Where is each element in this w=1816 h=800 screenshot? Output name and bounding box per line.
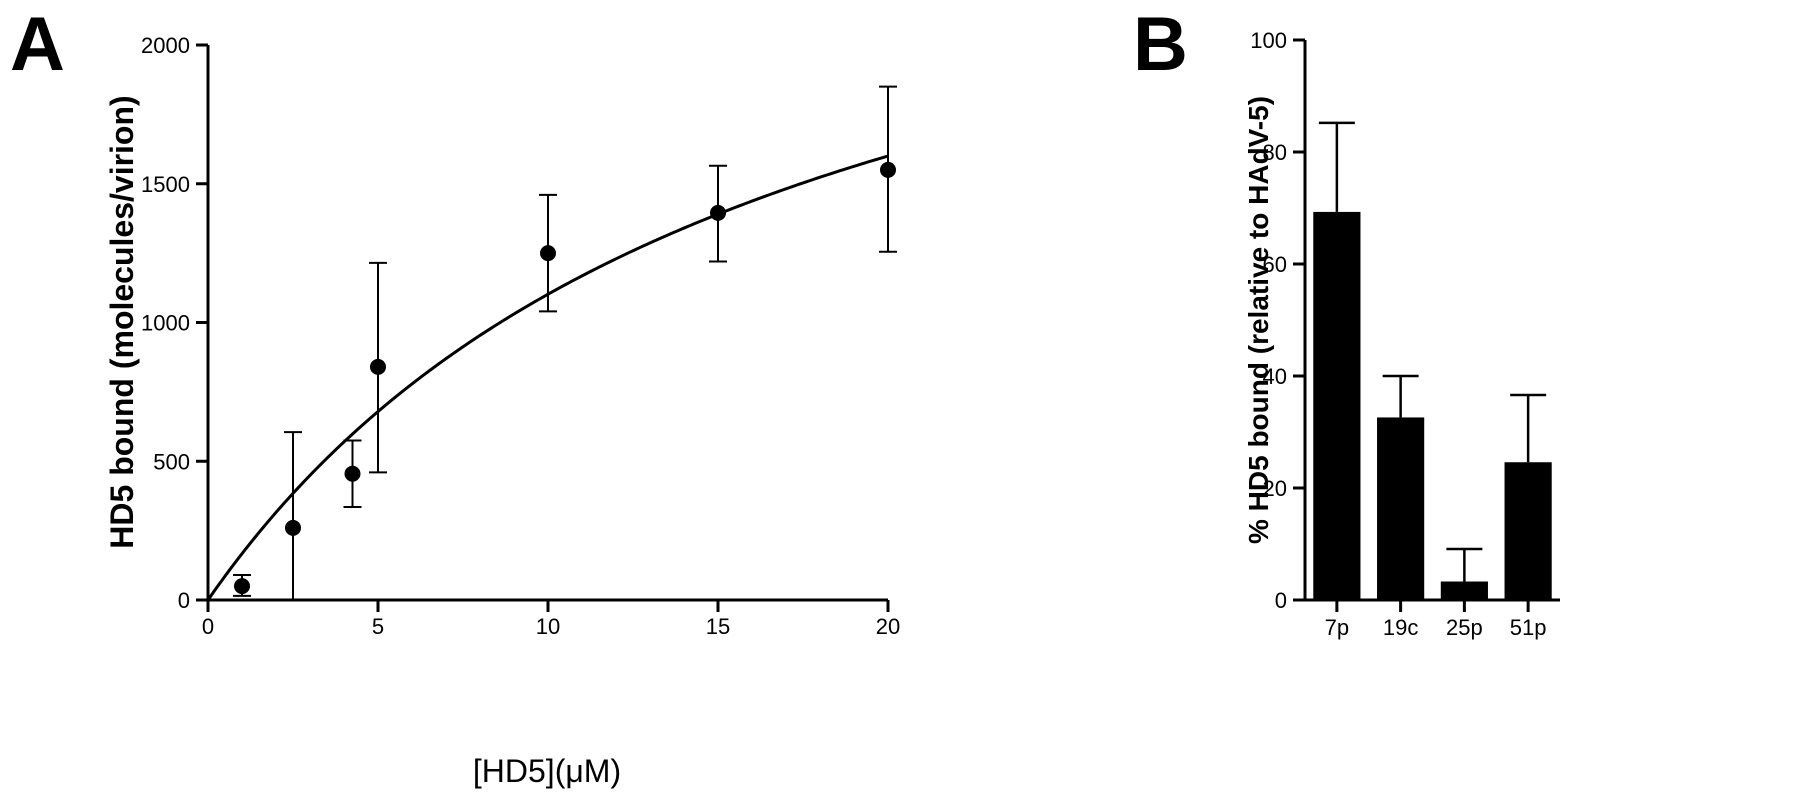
panel-a-chart: A 0 500 1000 1500 2000 0 5 10 15 20 [HD5](μM) HD… [10,2,900,789]
panel-b-label: B [1133,2,1188,87]
panel-a-label: A [10,2,65,87]
panel-a-x-tick-label: 10 [536,614,560,639]
panel-b-x-tick-label: 51p [1510,615,1547,640]
panel-a-data-point [709,164,727,263]
panel-a-y-ticks: 0 500 1000 1500 2000 [141,33,208,613]
panel-b-bar [1504,462,1552,600]
panel-a-point-marker [285,519,301,536]
panel-a-point-marker [344,465,361,482]
panel-a-data-point [343,439,362,509]
panel-b-y-tick-label: 20 [1263,476,1287,501]
panel-a-data-point [539,193,557,313]
panel-a-data-point [369,261,387,474]
panel-a-x-tick-label: 5 [372,614,384,639]
panel-b-y-tick-label: 100 [1250,28,1287,53]
panel-a-points [233,85,897,600]
panel-a-point-marker [710,204,726,221]
panel-b-y-tick-label: 60 [1263,252,1287,277]
panel-b-bars [1313,121,1552,601]
panel-b-x-tick-label: 19c [1383,615,1418,640]
panel-a-x-tick-label: 0 [202,614,214,639]
panel-a-axes [206,45,888,602]
panel-b-x-tick-label: 7p [1325,615,1349,640]
panel-b-bar-group [1313,121,1361,601]
panel-b-bar [1313,211,1361,601]
panel-a-data-point [284,431,302,600]
panel-b-y-tick-label: 40 [1263,364,1287,389]
panel-b-x-ticks: 7p 19c 25p 51p [1325,600,1547,640]
panel-b-bar [1440,581,1488,600]
panel-a-y-tick-label: 1000 [141,311,190,336]
panel-a-y-tick-label: 500 [153,449,190,474]
panel-a-data-point [879,85,897,253]
panel-b-chart: B 0 20 40 60 80 100 7p 19c 25p 51p % HD5 bound (… [1133,2,1560,640]
panel-b-y-tick-label: 0 [1275,588,1287,613]
panel-b-bar-group [1504,393,1552,600]
panel-a-y-tick-label: 1500 [141,172,190,197]
panel-b-x-tick-label: 25p [1446,615,1483,640]
panel-b-y-tick-label: 80 [1263,140,1287,165]
panel-a-x-axis-title: [HD5](μM) [473,753,621,789]
panel-a-point-marker [370,358,386,375]
panel-b-bar [1377,417,1425,600]
panel-a-y-tick-label: 0 [178,588,190,613]
panel-a-data-point [233,574,251,597]
panel-b-y-ticks: 0 20 40 60 80 100 [1250,28,1305,613]
panel-a-y-axis-title: HD5 bound (molecules/virion) [104,95,140,548]
panel-b-bar-group [1377,374,1425,600]
panel-a-point-marker [234,578,250,595]
panel-a-x-tick-label: 15 [706,614,730,639]
panel-a-y-tick-label: 2000 [141,33,190,58]
panel-a-x-ticks: 0 5 10 15 20 [202,600,900,639]
panel-a-point-marker [880,161,896,178]
panel-b-y-axis-title: % HD5 bound (relative to HAdV-5) [1243,96,1274,544]
panel-a-x-tick-label: 20 [876,614,900,639]
panel-b-bar-group [1440,547,1488,600]
panel-a-point-marker [540,245,556,262]
